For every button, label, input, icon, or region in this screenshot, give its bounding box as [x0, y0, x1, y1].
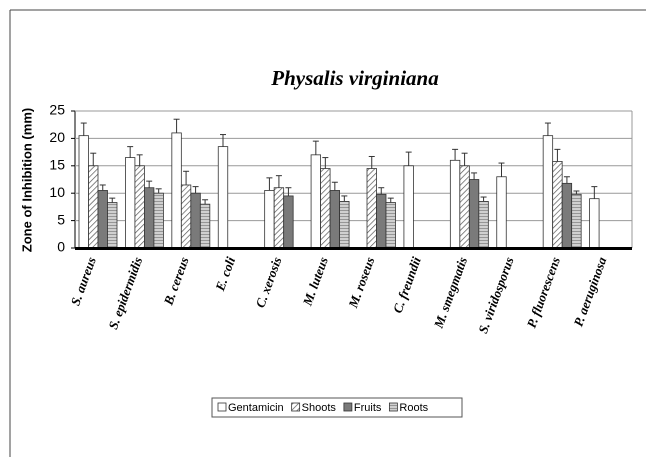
error-bar	[554, 148, 561, 162]
error-bar	[275, 175, 282, 188]
bar	[97, 190, 108, 249]
bar	[449, 159, 461, 249]
error-bar	[322, 157, 329, 169]
bar	[310, 154, 321, 249]
legend-label: Gentamicin	[228, 402, 284, 414]
bar	[496, 176, 507, 249]
bar	[180, 184, 192, 249]
error-bar	[471, 172, 478, 180]
x-tick-label: S. aureus	[67, 255, 98, 308]
legend-label: Fruits	[354, 402, 382, 414]
y-tick-label: 25	[49, 102, 65, 118]
error-bar	[183, 170, 190, 185]
y-tick-label: 0	[57, 239, 65, 255]
error-bar	[341, 195, 348, 202]
bar	[403, 165, 414, 249]
bar	[217, 146, 229, 249]
error-bar	[544, 122, 551, 136]
bar	[273, 187, 285, 249]
bar	[88, 165, 99, 249]
bar	[459, 165, 470, 249]
bar	[107, 202, 118, 249]
error-bar	[378, 187, 385, 195]
x-tick-label: B. cereus	[160, 255, 191, 308]
bar	[366, 168, 377, 249]
x-tick-label: C. xerosis	[252, 255, 284, 310]
error-bar	[461, 152, 468, 166]
bar	[283, 195, 294, 249]
error-bar	[220, 134, 226, 147]
error-bar	[136, 154, 143, 166]
bar	[125, 157, 136, 249]
x-tick-label: P. aeruginosa	[570, 254, 609, 328]
bar	[171, 132, 182, 249]
error-bar	[146, 180, 153, 188]
error-bar	[591, 186, 598, 199]
error-bar	[155, 188, 162, 194]
error-bar	[127, 146, 134, 158]
x-tick-label: E. coli	[212, 255, 238, 294]
bar	[561, 182, 573, 249]
bar	[339, 201, 350, 249]
error-bar	[331, 181, 338, 191]
error-bar	[99, 184, 106, 191]
error-bar	[368, 155, 375, 169]
error-bar	[266, 177, 273, 191]
error-bar	[480, 196, 487, 202]
x-tick-label: S. viridosporus	[475, 255, 517, 335]
x-tick-label: P. fluorescens	[524, 255, 563, 330]
bar	[78, 135, 89, 249]
error-bar	[173, 118, 180, 133]
error-bar	[405, 151, 412, 166]
legend	[211, 397, 463, 418]
legend-swatch	[343, 402, 353, 412]
bar	[589, 198, 600, 249]
y-axis-label: Zone of Inhibition (mm)	[19, 108, 34, 252]
chart-title: Physalis virginiana	[270, 66, 438, 90]
error-bar	[387, 197, 394, 203]
x-tick-label: M. roseus	[345, 255, 377, 311]
y-tick-label: 15	[49, 157, 65, 173]
bar	[468, 179, 480, 249]
legend-label: Shoots	[302, 402, 337, 414]
bar	[552, 161, 563, 249]
legend-swatch	[291, 402, 301, 412]
bar	[199, 203, 211, 249]
x-tick-label: S. epidermidis	[105, 255, 145, 331]
x-axis	[75, 247, 632, 250]
bar	[144, 187, 155, 249]
bar	[571, 193, 582, 249]
y-tick-label: 10	[49, 184, 65, 200]
error-bar	[285, 187, 292, 196]
error-bar	[563, 176, 570, 184]
bar	[385, 202, 396, 249]
bar	[264, 190, 275, 249]
x-tick-label: M. smegmatis	[430, 255, 470, 331]
y-tick-label: 5	[57, 211, 65, 227]
bar	[376, 193, 387, 249]
bar	[329, 190, 340, 249]
legend-swatch	[217, 402, 227, 412]
error-bar	[90, 152, 97, 166]
error-bar	[452, 148, 459, 161]
error-bar	[202, 199, 209, 205]
y-tick-label: 20	[49, 129, 65, 145]
error-bar	[498, 162, 505, 177]
error-bar	[109, 197, 116, 203]
bar	[542, 135, 554, 249]
error-bar	[192, 186, 199, 194]
error-bar	[312, 140, 319, 155]
bar	[320, 168, 331, 249]
bar	[153, 192, 164, 249]
x-tick-label: C. freundii	[390, 255, 424, 315]
bar	[190, 192, 201, 249]
error-bar	[80, 122, 87, 136]
legend-label: Roots	[399, 402, 428, 414]
error-bar	[573, 190, 580, 195]
legend-swatch	[388, 402, 398, 412]
x-tick-label: M. luteus	[299, 255, 331, 309]
bar	[478, 201, 489, 249]
bar	[134, 165, 145, 249]
